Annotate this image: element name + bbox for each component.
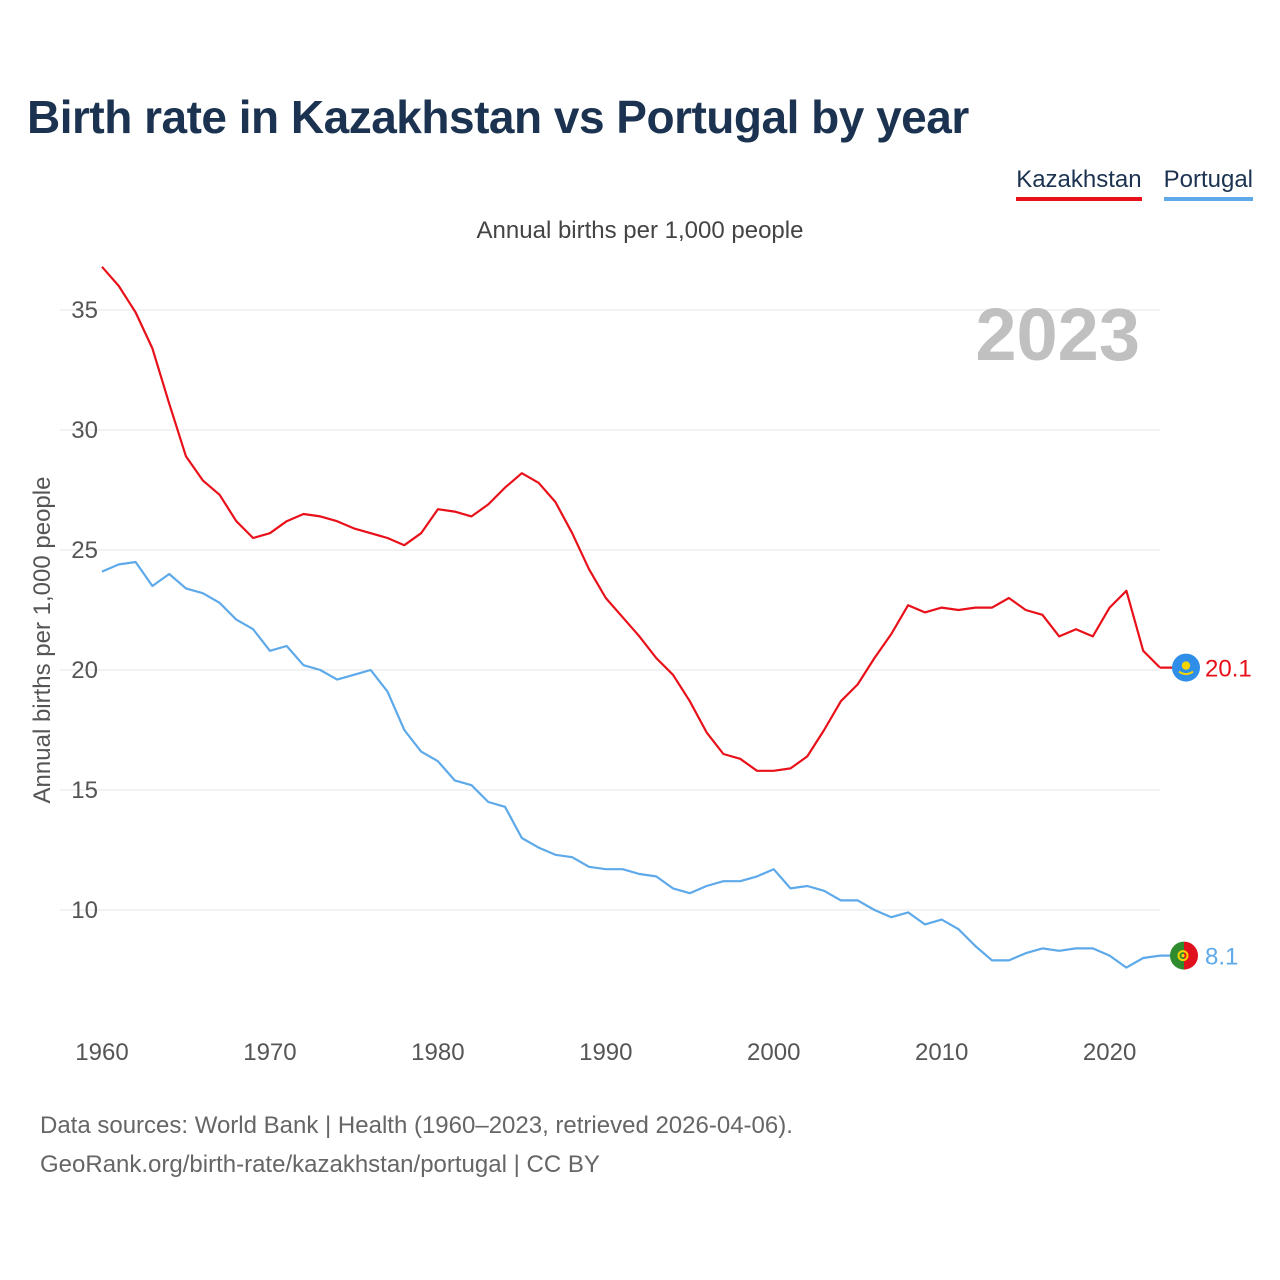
end-markers: 20.1 8.1 (1170, 653, 1252, 971)
legend-item-portugal[interactable]: Portugal (1163, 166, 1253, 201)
x-axis-ticks: 1960 1970 1980 1990 2000 2010 2020 (75, 1039, 1136, 1066)
x-tick-label: 2020 (1083, 1039, 1136, 1066)
y-tick-label: 25 (71, 537, 98, 564)
x-tick-label: 2000 (747, 1039, 800, 1066)
x-tick-label: 1990 (579, 1039, 632, 1066)
series-line-kazakhstan[interactable] (101, 266, 1161, 772)
y-tick-label: 15 (71, 777, 98, 804)
chart-subtitle: Annual births per 1,000 people (476, 217, 804, 244)
gridlines (60, 309, 1160, 911)
footer-link[interactable]: GeoRank.org/birth-rate/kazakhstan/portug… (40, 1151, 600, 1178)
y-axis-label: Annual births per 1,000 people (29, 477, 56, 804)
end-value-label: 8.1 (1205, 944, 1238, 971)
x-tick-label: 1960 (75, 1039, 128, 1066)
y-tick-label: 30 (71, 417, 98, 444)
legend: Kazakhstan Portugal (1016, 166, 1253, 201)
x-tick-label: 2010 (915, 1039, 968, 1066)
footer-sources: Data sources: World Bank | Health (1960–… (40, 1112, 793, 1139)
x-tick-label: 1970 (243, 1039, 296, 1066)
y-tick-label: 20 (71, 657, 98, 684)
y-tick-label: 10 (71, 897, 98, 924)
series-line-portugal[interactable] (101, 560, 1161, 969)
chart-title: Birth rate in Kazakhstan vs Portugal by … (27, 91, 969, 143)
y-tick-label: 35 (71, 297, 98, 324)
portugal-flag-icon (1170, 941, 1199, 970)
legend-item-kazakhstan[interactable]: Kazakhstan (1016, 166, 1142, 201)
x-tick-label: 1980 (411, 1039, 464, 1066)
year-watermark: 2023 (975, 293, 1140, 376)
end-value-label: 20.1 (1205, 656, 1252, 683)
y-axis-ticks: 10 15 20 25 30 35 (71, 297, 98, 924)
kazakhstan-flag-icon (1172, 653, 1200, 682)
footer: Data sources: World Bank | Health (1960–… (40, 1106, 793, 1184)
